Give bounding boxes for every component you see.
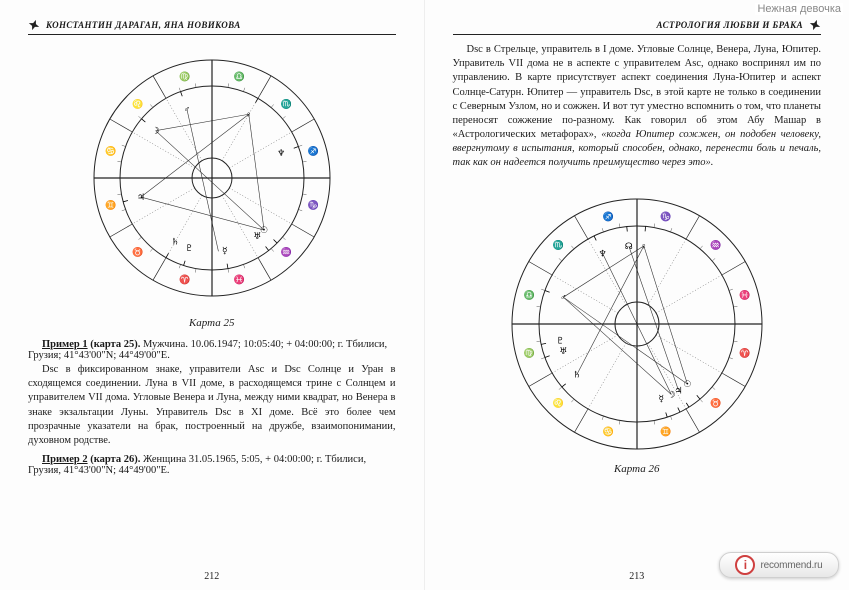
page-number-left: 212 [0, 571, 424, 582]
chart-26-caption: Карта 26 [453, 463, 822, 475]
svg-text:♒: ♒ [710, 239, 721, 250]
astro-chart-svg: ♑♒♓♈♉♊♋♌♍♎♏♐☉♅☿♇♄♃☽♂♀♆ [92, 43, 332, 313]
svg-text:♃: ♃ [137, 192, 145, 202]
user-watermark: Нежная девочка [755, 3, 843, 15]
running-head-left: КОНСТАНТИН ДАРАГАН, ЯНА НОВИКОВА [28, 18, 396, 35]
svg-text:♑: ♑ [308, 199, 319, 210]
svg-text:♎: ♎ [233, 71, 244, 82]
svg-text:☉: ☉ [683, 379, 691, 389]
svg-text:☿: ☿ [658, 393, 664, 403]
svg-text:♇: ♇ [185, 243, 193, 253]
svg-text:♌: ♌ [552, 396, 563, 407]
svg-text:♅: ♅ [253, 231, 261, 241]
svg-text:♉: ♉ [132, 246, 143, 257]
ornament-icon [807, 17, 822, 32]
book-spread: КОНСТАНТИН ДАРАГАН, ЯНА НОВИКОВА ♑ ♒ ♓ ♈ ♉ ♊ ♋… [0, 0, 849, 590]
svg-text:♒: ♒ [280, 246, 291, 257]
svg-text:♎: ♎ [523, 289, 534, 300]
svg-text:♌: ♌ [132, 98, 143, 109]
svg-text:♊: ♊ [660, 425, 671, 436]
svg-text:☽: ☽ [151, 126, 159, 136]
chart-25-caption: Карта 25 [28, 317, 396, 329]
svg-text:♀: ♀ [245, 109, 252, 119]
svg-text:♓: ♓ [739, 289, 750, 300]
right-para-1: Dsc в Стрельце, управитель в I доме. Угл… [453, 43, 822, 171]
left-para-1: Dsc в фиксированном знаке, управители As… [28, 363, 396, 448]
svg-text:♈: ♈ [739, 346, 750, 357]
svg-text:♏: ♏ [552, 239, 563, 250]
svg-text:♀: ♀ [640, 240, 647, 250]
svg-text:♐: ♐ [602, 210, 613, 221]
badge-text: recommend.ru [760, 560, 822, 571]
page-right: Нежная девочка АСТРОЛОГИЯ ЛЮБВИ И БРАКА … [425, 0, 849, 590]
page-left: КОНСТАНТИН ДАРАГАН, ЯНА НОВИКОВА ♑ ♒ ♓ ♈ ♉ ♊ ♋… [0, 0, 425, 590]
svg-text:☽: ☽ [667, 389, 675, 399]
svg-text:♂: ♂ [560, 292, 567, 302]
svg-text:♋: ♋ [602, 425, 613, 436]
svg-text:♊: ♊ [105, 199, 116, 210]
svg-text:♆: ♆ [277, 148, 285, 158]
svg-text:♆: ♆ [598, 248, 606, 258]
badge-icon: i [735, 555, 755, 575]
example-1-heading: Пример 1 (карта 25). Мужчина. 10.06.1947… [28, 339, 396, 361]
example-2-heading: Пример 2 (карта 26). Женщина 31.05.1965,… [28, 454, 396, 476]
svg-text:♐: ♐ [308, 145, 319, 156]
svg-text:♄: ♄ [171, 237, 179, 247]
svg-text:♍: ♍ [523, 346, 534, 357]
svg-text:☊: ☊ [625, 241, 633, 251]
ornament-icon [26, 17, 41, 32]
running-head-text: АСТРОЛОГИЯ ЛЮБВИ И БРАКА [656, 20, 803, 30]
svg-text:♋: ♋ [105, 145, 116, 156]
svg-text:♅: ♅ [559, 345, 567, 355]
chart-26: ♈ ♉ ♊ ♋ ♌ ♍ ♎ ♏ ♐ ♑ ♒ ♓ ☉♃☽☿ ♄ ♅♇ ♂ ♆ ☊ ♀ [453, 189, 822, 459]
svg-text:♏: ♏ [280, 98, 291, 109]
chart-25: ♑♒♓♈♉♊♋♌♍♎♏♐☉♅☿♇♄♃☽♂♀♆ [28, 43, 396, 313]
astro-chart-svg: ♈ ♉ ♊ ♋ ♌ ♍ ♎ ♏ ♐ ♑ ♒ ♓ ☉♃☽☿ ♄ ♅♇ ♂ ♆ ☊ ♀ [502, 189, 772, 459]
svg-text:♑: ♑ [660, 210, 671, 221]
svg-text:♂: ♂ [183, 104, 190, 114]
running-head-text: КОНСТАНТИН ДАРАГАН, ЯНА НОВИКОВА [46, 20, 241, 30]
svg-text:♃: ♃ [674, 385, 682, 395]
svg-text:♄: ♄ [573, 369, 581, 379]
svg-text:♇: ♇ [556, 335, 564, 345]
irecommend-badge[interactable]: i recommend.ru [719, 552, 839, 578]
svg-text:♉: ♉ [710, 396, 721, 407]
svg-text:♍: ♍ [179, 71, 190, 82]
svg-text:♓: ♓ [233, 273, 244, 284]
running-head-right: АСТРОЛОГИЯ ЛЮБВИ И БРАКА [453, 18, 822, 35]
svg-text:♈: ♈ [179, 273, 190, 284]
svg-text:☿: ☿ [222, 245, 228, 255]
